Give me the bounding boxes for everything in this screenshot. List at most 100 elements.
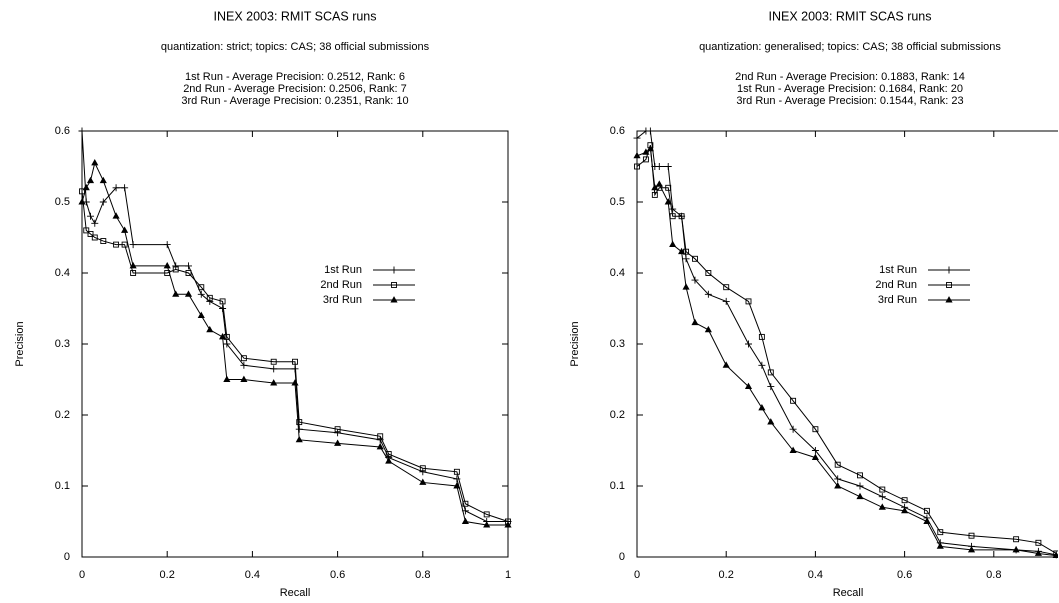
legend-label: 3rd Run <box>878 294 917 306</box>
x-axis-label: Recall <box>280 587 311 599</box>
legend-marker <box>946 282 952 288</box>
data-point <box>292 358 298 365</box>
data-point <box>665 184 672 191</box>
data-point <box>453 468 460 475</box>
data-point <box>270 358 277 365</box>
data-point <box>334 426 341 433</box>
data-point <box>91 234 98 241</box>
data-point <box>504 521 512 528</box>
y-tick-label: 0.4 <box>55 267 70 279</box>
data-point <box>655 163 663 170</box>
data-point <box>744 382 753 390</box>
data-point <box>655 180 663 187</box>
data-point <box>296 419 303 426</box>
data-point <box>923 507 930 514</box>
data-point <box>936 542 944 549</box>
data-point <box>419 465 426 472</box>
data-point <box>270 379 278 386</box>
annotation: 2nd Run - Average Precision: 0.1883, Ran… <box>735 71 965 83</box>
data-point <box>901 497 908 504</box>
legend-marker <box>390 266 398 274</box>
data-point <box>483 521 491 528</box>
data-point <box>295 435 303 443</box>
data-point <box>121 184 129 192</box>
legend-marker <box>390 296 398 303</box>
data-point <box>669 205 677 213</box>
data-point <box>79 188 85 195</box>
y-axis-label: Precision <box>569 321 581 366</box>
data-point <box>704 325 712 333</box>
data-point <box>834 475 842 483</box>
data-point <box>197 311 205 319</box>
data-point <box>163 241 171 249</box>
y-tick-label: 0 <box>619 551 625 563</box>
data-point <box>121 241 128 248</box>
data-point <box>184 290 193 297</box>
x-axis-label: Recall <box>833 587 864 599</box>
data-point <box>206 297 214 305</box>
x-tick-label: 0.8 <box>415 569 430 581</box>
data-point <box>1013 536 1020 543</box>
y-tick-label: 0.3 <box>610 338 625 350</box>
chart-subtitle: quantization: generalised; topics: CAS; … <box>699 41 1001 53</box>
data-point <box>461 517 469 524</box>
data-point <box>678 247 686 255</box>
data-point <box>878 503 886 510</box>
data-point <box>206 325 214 333</box>
y-tick-label: 0.3 <box>55 338 70 350</box>
y-tick-label: 0.5 <box>610 196 625 208</box>
legend-label: 1st Run <box>879 264 917 276</box>
data-point <box>633 134 641 142</box>
legend-marker <box>945 296 953 303</box>
y-tick-label: 0.2 <box>55 409 70 421</box>
y-tick-label: 0.5 <box>55 196 70 208</box>
data-point <box>240 375 248 382</box>
data-point <box>291 379 299 386</box>
data-point <box>376 436 384 444</box>
data-point <box>483 511 490 518</box>
data-point <box>811 447 819 454</box>
data-point <box>758 403 766 411</box>
data-point <box>682 283 690 290</box>
annotation: 3rd Run - Average Precision: 0.2351, Ran… <box>181 95 408 107</box>
data-point <box>78 127 86 135</box>
series-line <box>81 191 509 522</box>
data-point <box>664 198 672 205</box>
data-point <box>767 369 774 376</box>
x-tick-label: 0.4 <box>808 569 823 581</box>
data-point <box>129 241 137 249</box>
data-point <box>334 439 342 446</box>
data-point <box>1034 549 1042 556</box>
data-point <box>453 482 461 489</box>
x-tick-label: 0.2 <box>719 569 734 581</box>
data-point <box>185 262 192 270</box>
data-point <box>78 198 86 205</box>
data-point <box>856 492 864 500</box>
data-point <box>789 446 797 453</box>
plot-frame <box>636 130 1058 558</box>
data-point <box>691 276 699 284</box>
data-point <box>651 183 659 191</box>
data-point <box>968 532 975 539</box>
data-point <box>87 212 95 220</box>
data-point <box>419 478 427 485</box>
data-point <box>878 493 886 501</box>
data-point <box>669 240 677 248</box>
x-tick-label: 0.6 <box>330 569 345 581</box>
x-tick-label: 0.4 <box>245 569 260 581</box>
data-point <box>722 297 730 305</box>
data-point <box>112 184 120 192</box>
data-point <box>219 332 227 340</box>
legend-marker <box>391 282 397 288</box>
y-tick-label: 0.1 <box>55 480 70 492</box>
series-line <box>636 145 1057 554</box>
data-point <box>678 213 685 220</box>
data-point <box>745 298 752 305</box>
data-point <box>682 255 690 263</box>
data-point <box>240 355 247 362</box>
data-point <box>1012 545 1020 553</box>
x-tick-label: 0 <box>79 569 85 581</box>
data-point <box>99 198 107 206</box>
legend-marker <box>945 266 953 274</box>
data-point <box>705 270 712 276</box>
